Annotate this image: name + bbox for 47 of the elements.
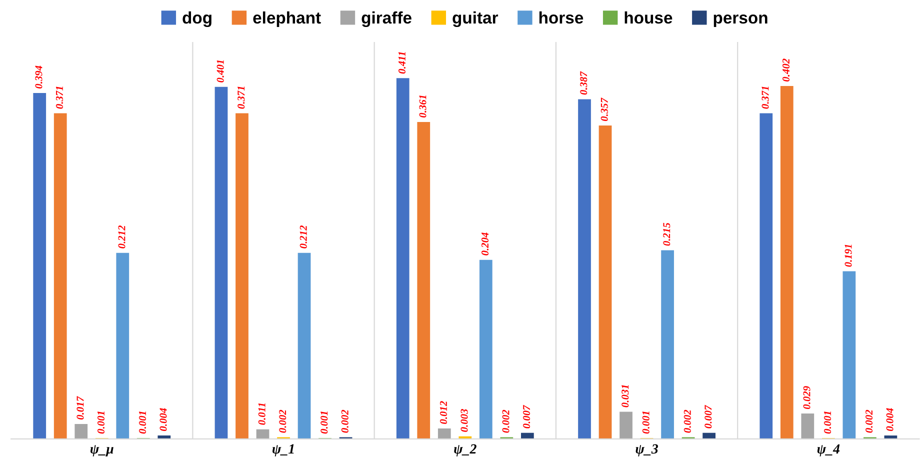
data-label: 0.215 (663, 222, 670, 246)
data-label: 0.001 (320, 412, 328, 434)
data-label: 0.361 (419, 95, 426, 118)
data-label: 0.002 (341, 410, 348, 433)
legend-label: dog (182, 11, 212, 28)
legend-label: elephant (253, 11, 321, 27)
data-label: 0.001 (824, 412, 832, 434)
data-label: 0.371 (238, 86, 245, 109)
legend-label: horse (539, 11, 584, 24)
data-label: 0.001 (138, 412, 146, 434)
data-label: 0.204 (481, 232, 489, 256)
data-label: 0.394 (35, 66, 42, 89)
data-label: 0.017 (76, 396, 84, 420)
data-label: 0.004 (886, 408, 894, 431)
x-tick-label: ψ_4 (817, 444, 840, 456)
legend-label: guitar (452, 11, 498, 28)
data-label: 0.002 (866, 410, 873, 433)
data-label: 0.191 (844, 244, 852, 267)
data-label: 0.002 (502, 410, 510, 433)
data-label: 0.004 (160, 408, 167, 431)
data-label: 0.007 (704, 404, 712, 428)
legend-label: person (714, 14, 768, 27)
data-label: 0.003 (460, 409, 468, 432)
legend-label: giraffe (362, 11, 412, 28)
data-label: 0.002 (279, 410, 286, 433)
data-label: 0.212 (300, 225, 307, 248)
data-label: 0.357 (600, 98, 608, 121)
data-label: 0.002 (684, 410, 691, 433)
data-label: 0.402 (782, 58, 790, 82)
data-label: 0.029 (803, 386, 810, 409)
data-label: 0.411 (398, 52, 406, 74)
data-label: 0.371 (56, 86, 64, 109)
legend-label: house (624, 11, 672, 24)
data-label: 0.011 (258, 403, 266, 425)
data-label: 0.387 (580, 71, 588, 95)
data-label: 0.401 (216, 60, 224, 82)
data-label: 0.012 (440, 401, 448, 424)
x-tick-label: ψ_μ (90, 445, 114, 456)
data-label: 0.007 (523, 404, 530, 428)
data-label: 0.001 (642, 412, 650, 434)
x-tick-label: ψ_1 (272, 444, 294, 456)
x-tick-label: ψ_3 (636, 444, 658, 456)
data-label: 0.001 (97, 412, 105, 434)
data-label: 0.371 (762, 86, 769, 109)
data-label: 0.031 (622, 385, 629, 408)
x-tick-label: ψ_2 (454, 444, 476, 456)
data-label: 0.212 (118, 225, 126, 248)
